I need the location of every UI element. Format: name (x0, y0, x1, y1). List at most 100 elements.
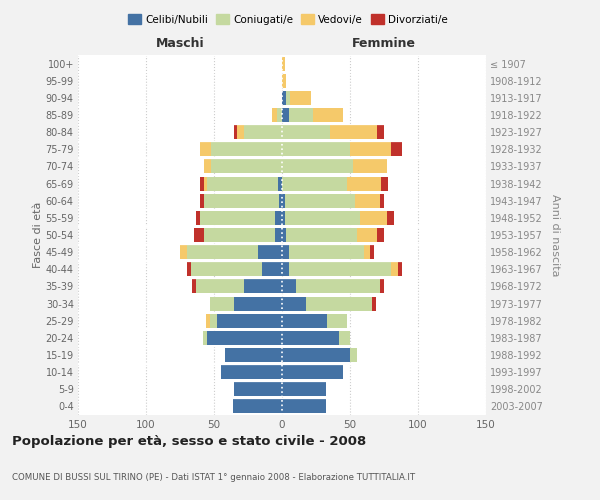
Bar (282, 314, 327, 328)
Bar (187, 262, 191, 276)
Bar (307, 296, 372, 310)
Y-axis label: Anni di nascita: Anni di nascita (550, 194, 560, 276)
Bar (290, 91, 311, 105)
Bar (282, 365, 343, 379)
Bar (205, 160, 211, 173)
Bar (282, 262, 289, 276)
Bar (235, 296, 282, 310)
Bar (275, 228, 282, 242)
Bar (278, 176, 282, 190)
Bar (282, 245, 289, 259)
Bar (282, 211, 285, 225)
Bar (210, 296, 235, 310)
Bar (282, 56, 285, 70)
Bar (282, 296, 307, 310)
Bar (205, 176, 207, 190)
Bar (391, 262, 398, 276)
Bar (282, 348, 350, 362)
Legend: Celibi/Nubili, Coniugati/e, Vedovi/e, Divorziati/e: Celibi/Nubili, Coniugati/e, Vedovi/e, Di… (124, 10, 452, 29)
Bar (277, 108, 282, 122)
Bar (244, 280, 282, 293)
Bar (244, 125, 282, 139)
Bar (350, 142, 391, 156)
Bar (211, 160, 282, 173)
Bar (233, 400, 282, 413)
Bar (206, 314, 210, 328)
Bar (192, 280, 196, 293)
Bar (187, 245, 257, 259)
Bar (380, 194, 384, 207)
Bar (289, 262, 391, 276)
Bar (370, 245, 374, 259)
Bar (235, 125, 237, 139)
Bar (196, 211, 200, 225)
Bar (282, 176, 347, 190)
Bar (203, 331, 207, 345)
Bar (207, 331, 282, 345)
Bar (221, 365, 282, 379)
Bar (282, 382, 326, 396)
Text: Maschi: Maschi (155, 37, 205, 50)
Bar (225, 348, 282, 362)
Bar (200, 176, 205, 190)
Bar (282, 142, 350, 156)
Bar (282, 228, 286, 242)
Bar (205, 194, 279, 207)
Bar (194, 228, 205, 242)
Bar (391, 142, 401, 156)
Bar (200, 142, 211, 156)
Text: Popolazione per età, sesso e stato civile - 2008: Popolazione per età, sesso e stato civil… (12, 435, 366, 448)
Bar (355, 194, 380, 207)
Bar (211, 142, 282, 156)
Bar (200, 194, 205, 207)
Bar (282, 194, 285, 207)
Bar (381, 176, 388, 190)
Bar (282, 91, 286, 105)
Bar (327, 314, 347, 328)
Bar (398, 262, 401, 276)
Bar (282, 160, 353, 173)
Text: COMUNE DI BUSSI SUL TIRINO (PE) - Dati ISTAT 1° gennaio 2008 - Elaborazione TUTT: COMUNE DI BUSSI SUL TIRINO (PE) - Dati I… (12, 473, 415, 482)
Bar (196, 280, 244, 293)
Bar (387, 211, 394, 225)
Bar (380, 280, 384, 293)
Bar (353, 160, 387, 173)
Bar (205, 228, 275, 242)
Bar (200, 211, 275, 225)
Bar (210, 314, 217, 328)
Bar (329, 125, 377, 139)
Bar (289, 245, 364, 259)
Bar (286, 91, 290, 105)
Bar (282, 400, 326, 413)
Bar (364, 245, 370, 259)
Bar (372, 296, 376, 310)
Bar (272, 108, 277, 122)
Bar (191, 262, 262, 276)
Bar (285, 211, 359, 225)
Bar (217, 314, 282, 328)
Bar (377, 125, 384, 139)
Bar (286, 228, 357, 242)
Bar (359, 211, 387, 225)
Bar (282, 280, 296, 293)
Bar (339, 331, 350, 345)
Text: Femmine: Femmine (352, 37, 416, 50)
Bar (282, 74, 286, 88)
Bar (257, 245, 282, 259)
Bar (235, 382, 282, 396)
Bar (237, 125, 244, 139)
Bar (279, 194, 282, 207)
Bar (347, 176, 381, 190)
Bar (289, 108, 313, 122)
Bar (296, 280, 380, 293)
Bar (282, 125, 329, 139)
Bar (262, 262, 282, 276)
Bar (282, 331, 339, 345)
Bar (377, 228, 384, 242)
Bar (357, 228, 377, 242)
Bar (207, 176, 278, 190)
Bar (285, 194, 355, 207)
Bar (275, 211, 282, 225)
Bar (180, 245, 187, 259)
Bar (313, 108, 343, 122)
